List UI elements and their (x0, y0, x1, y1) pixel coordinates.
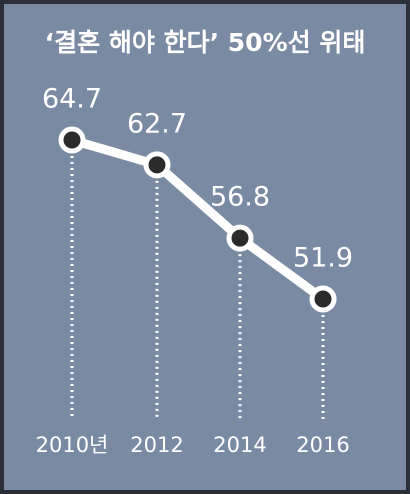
chart-title: ‘결혼 해야 한다’ 50%선 위태 (45, 28, 366, 57)
point (226, 224, 254, 252)
point (58, 126, 86, 154)
line (70, 135, 326, 303)
data-label: 64.7 (42, 84, 102, 115)
data-label: 62.7 (127, 108, 187, 139)
point (143, 151, 171, 179)
point (309, 285, 337, 313)
x-tick-label: 2010년 (36, 433, 109, 457)
x-tick-label: 2014 (213, 433, 266, 457)
x-tick-label: 2012 (130, 433, 183, 457)
x-tick-label: 2016 (296, 433, 349, 457)
data-label: 56.8 (210, 182, 270, 213)
data-label: 51.9 (293, 243, 353, 274)
